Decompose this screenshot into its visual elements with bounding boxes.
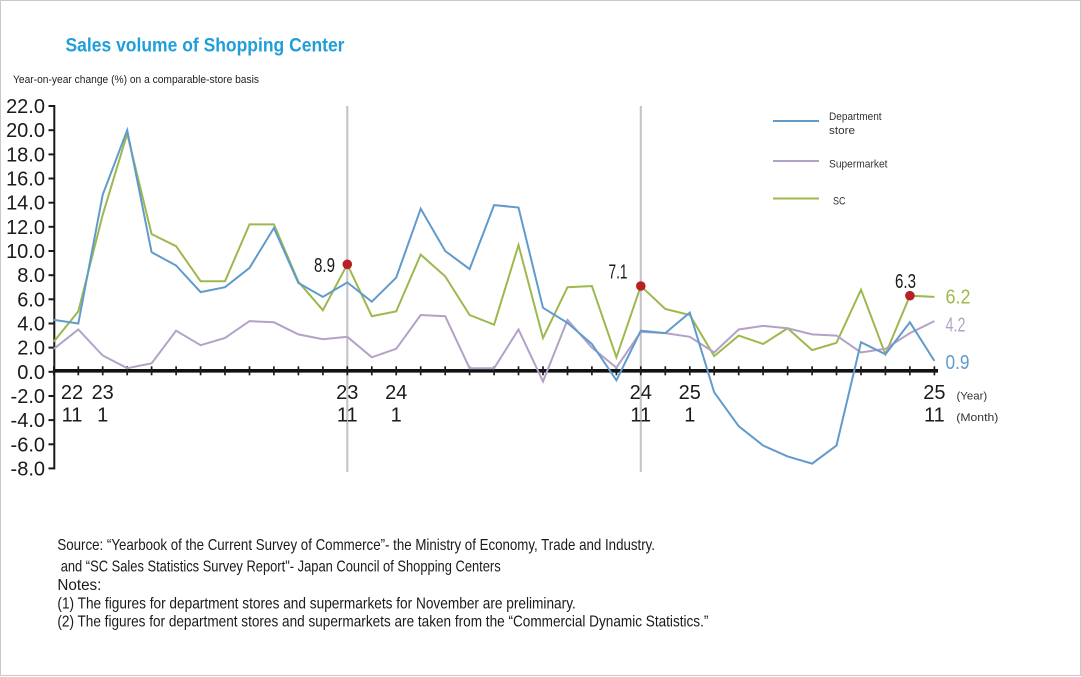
svg-text:8.9: 8.9 — [314, 255, 335, 277]
svg-text:6.3: 6.3 — [895, 271, 916, 293]
svg-text:7.1: 7.1 — [609, 262, 628, 284]
svg-text:25: 25 — [923, 382, 945, 404]
svg-text:and “SC Sales Statistics Surve: and “SC Sales Statistics Survey Report"-… — [61, 558, 501, 575]
svg-text:16.0: 16.0 — [6, 169, 45, 191]
svg-text:(2) The figures for department: (2) The figures for department stores an… — [57, 613, 708, 630]
svg-text:12.0: 12.0 — [6, 217, 45, 239]
svg-text:25: 25 — [679, 382, 701, 404]
svg-text:11: 11 — [924, 405, 945, 427]
svg-text:4.2: 4.2 — [946, 315, 966, 337]
svg-text:1: 1 — [97, 405, 108, 427]
svg-text:24: 24 — [630, 382, 652, 404]
svg-text:-4.0: -4.0 — [11, 410, 45, 432]
svg-text:-8.0: -8.0 — [11, 458, 45, 480]
svg-text:4.0: 4.0 — [17, 314, 45, 336]
svg-text:0.0: 0.0 — [17, 362, 45, 384]
svg-text:Year-on-year change (%) on a c: Year-on-year change (%) on a comparable-… — [13, 74, 259, 86]
svg-text:18.0: 18.0 — [6, 144, 45, 166]
svg-text:6.2: 6.2 — [946, 287, 971, 309]
svg-text:2.0: 2.0 — [17, 338, 45, 360]
svg-text:6.0: 6.0 — [17, 289, 45, 311]
svg-text:(Year): (Year) — [957, 391, 988, 403]
svg-text:SC: SC — [833, 196, 846, 208]
svg-text:(Month): (Month) — [956, 412, 998, 424]
svg-text:-6.0: -6.0 — [11, 434, 45, 456]
svg-text:Source: “Yearbook of the Curre: Source: “Yearbook of the Current Survey … — [57, 537, 655, 554]
svg-text:1: 1 — [684, 405, 695, 427]
svg-text:10.0: 10.0 — [6, 241, 45, 263]
svg-text:0.9: 0.9 — [946, 352, 970, 374]
svg-text:11: 11 — [337, 405, 358, 427]
svg-text:11: 11 — [630, 405, 651, 427]
svg-text:22.0: 22.0 — [6, 96, 45, 118]
svg-text:store: store — [829, 125, 855, 137]
svg-text:20.0: 20.0 — [6, 120, 45, 142]
svg-text:Notes:: Notes: — [57, 577, 101, 594]
svg-text:11: 11 — [62, 405, 83, 427]
svg-text:1: 1 — [391, 405, 402, 427]
svg-text:24: 24 — [385, 382, 407, 404]
svg-text:-2.0: -2.0 — [11, 386, 45, 408]
svg-text:(1) The figures for department: (1) The figures for department stores an… — [57, 596, 575, 613]
svg-text:22: 22 — [61, 382, 83, 404]
svg-text:Sales volume of Shopping Cente: Sales volume of Shopping Center — [66, 35, 345, 57]
svg-text:23: 23 — [92, 382, 114, 404]
svg-text:8.0: 8.0 — [17, 265, 45, 287]
svg-text:Supermarket: Supermarket — [829, 159, 888, 171]
svg-text:14.0: 14.0 — [6, 193, 45, 215]
svg-text:Department: Department — [829, 111, 882, 123]
svg-text:23: 23 — [336, 382, 358, 404]
